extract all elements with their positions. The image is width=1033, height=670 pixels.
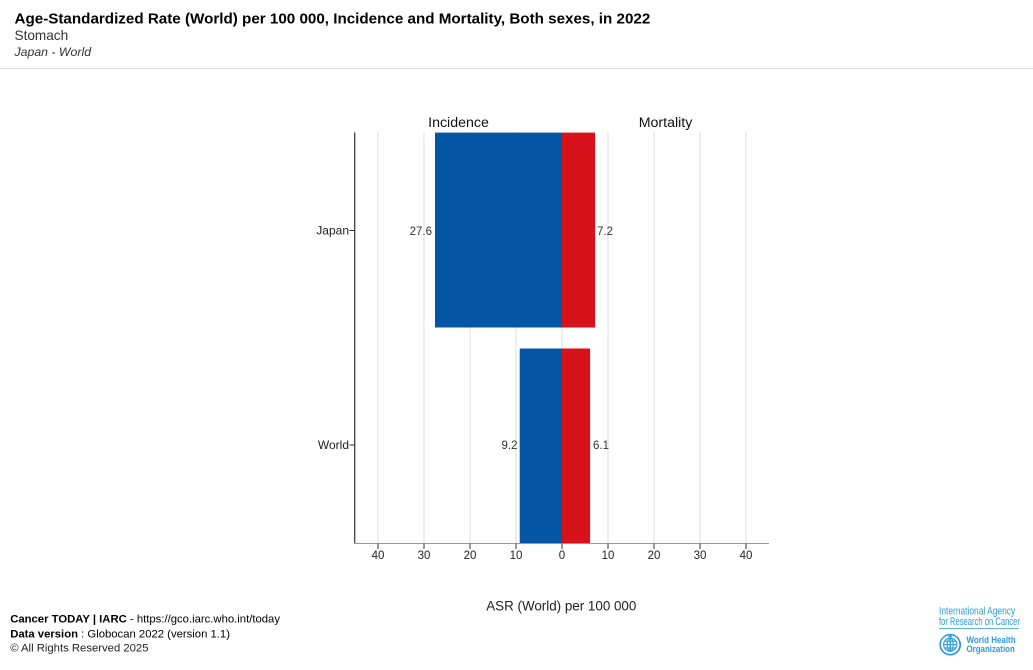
svg-text:27.6: 27.6 (410, 226, 432, 238)
svg-text:Organization: Organization (967, 644, 1015, 654)
svg-text:10: 10 (510, 550, 523, 562)
svg-text:Japan - World: Japan - World (14, 45, 93, 59)
svg-text:40: 40 (740, 550, 753, 562)
svg-text:Incidence: Incidence (428, 115, 489, 131)
svg-text:Stomach: Stomach (15, 28, 69, 43)
svg-text:for Research on Cancer: for Research on Cancer (939, 616, 1020, 628)
svg-text:20: 20 (648, 550, 661, 562)
svg-text:Data version : Globocan 2022 (: Data version : Globocan 2022 (version 1.… (10, 628, 230, 640)
svg-text:40: 40 (372, 550, 385, 562)
svg-text:Mortality: Mortality (639, 115, 694, 131)
svg-text:0: 0 (559, 550, 565, 562)
svg-text:World Health: World Health (967, 635, 1016, 645)
svg-text:ASR (World) per 100 000: ASR (World) per 100 000 (486, 599, 636, 614)
svg-text:© All Rights Reserved 2025: © All Rights Reserved 2025 (10, 643, 148, 655)
svg-text:7.2: 7.2 (597, 226, 613, 238)
svg-text:20: 20 (464, 550, 477, 562)
svg-text:Cancer TODAY | IARC - https://: Cancer TODAY | IARC - https://gco.iarc.w… (10, 614, 280, 626)
svg-text:9.2: 9.2 (502, 440, 518, 452)
svg-text:10: 10 (602, 550, 615, 562)
svg-text:International Agency: International Agency (939, 605, 1016, 617)
svg-text:30: 30 (694, 550, 707, 562)
svg-text:6.1: 6.1 (593, 440, 609, 452)
svg-text:Japan: Japan (316, 224, 349, 238)
svg-text:World: World (318, 438, 349, 452)
svg-text:30: 30 (418, 550, 431, 562)
svg-text:Age-Standardized Rate (World): Age-Standardized Rate (World) per 100 00… (15, 11, 651, 28)
